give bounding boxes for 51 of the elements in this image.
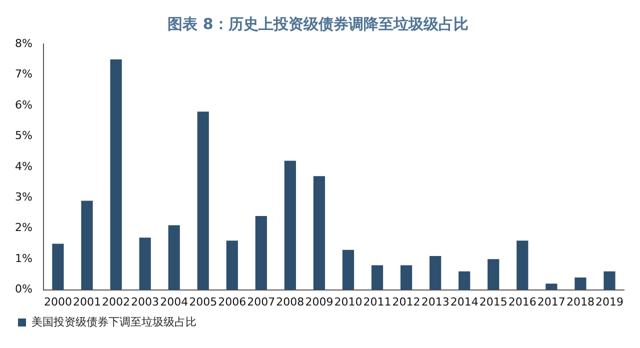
x-tick-label: 2010 xyxy=(334,295,362,308)
x-tick-label: 2006 xyxy=(218,295,246,308)
x-tick-label: 2019 xyxy=(595,295,624,308)
x-tick-label: 2001 xyxy=(72,295,101,308)
x-tick-label: 2013 xyxy=(421,295,450,308)
bar xyxy=(342,250,354,290)
y-tick-label: 5% xyxy=(15,129,32,142)
x-tick-label: 2003 xyxy=(131,295,160,308)
x-tick-label: 2017 xyxy=(537,295,566,308)
y-tick-label: 8% xyxy=(15,36,32,50)
chart-title: 图表 8：历史上投资级债券调降至垃圾级占比 xyxy=(168,14,468,33)
x-tick-label: 2000 xyxy=(44,295,72,308)
y-tick-label: 1% xyxy=(15,252,32,265)
x-tick-label: 2011 xyxy=(363,295,392,308)
y-tick-label: 6% xyxy=(15,98,32,112)
bar xyxy=(400,265,412,290)
x-tick-label: 2015 xyxy=(479,295,508,308)
x-tick-label: 2009 xyxy=(305,295,334,308)
bar xyxy=(604,271,616,290)
x-tick-label: 2014 xyxy=(450,295,478,308)
bar xyxy=(110,59,122,290)
bar xyxy=(52,244,64,290)
bar xyxy=(81,200,93,290)
bar xyxy=(488,259,500,290)
y-tick-label: 7% xyxy=(15,68,32,81)
bar xyxy=(371,265,384,290)
x-tick-label: 2008 xyxy=(276,295,304,308)
y-tick-label: 2% xyxy=(15,221,32,234)
legend-label: 美国投资级债券下调至垃圾级占比 xyxy=(32,315,196,328)
bar xyxy=(197,112,209,290)
x-tick-label: 2005 xyxy=(189,295,218,308)
x-tick-label: 2002 xyxy=(102,295,130,308)
y-tick-label: 4% xyxy=(15,160,32,173)
bar xyxy=(430,256,442,290)
bar xyxy=(255,216,267,290)
bar xyxy=(139,238,151,290)
bar xyxy=(574,278,586,290)
x-tick-label: 2012 xyxy=(392,295,420,308)
bar xyxy=(226,240,238,290)
y-tick-label: 0% xyxy=(15,282,32,296)
bar xyxy=(516,240,528,290)
bar xyxy=(458,271,470,290)
x-tick-label: 2018 xyxy=(566,295,594,308)
x-tick-label: 2007 xyxy=(247,295,276,308)
x-tick-label: 2004 xyxy=(160,295,188,308)
x-tick-label: 2016 xyxy=(508,295,536,308)
bar xyxy=(284,160,296,290)
bar xyxy=(313,176,326,290)
y-tick-label: 3% xyxy=(15,190,32,204)
bar xyxy=(168,225,180,290)
bar xyxy=(546,284,558,290)
